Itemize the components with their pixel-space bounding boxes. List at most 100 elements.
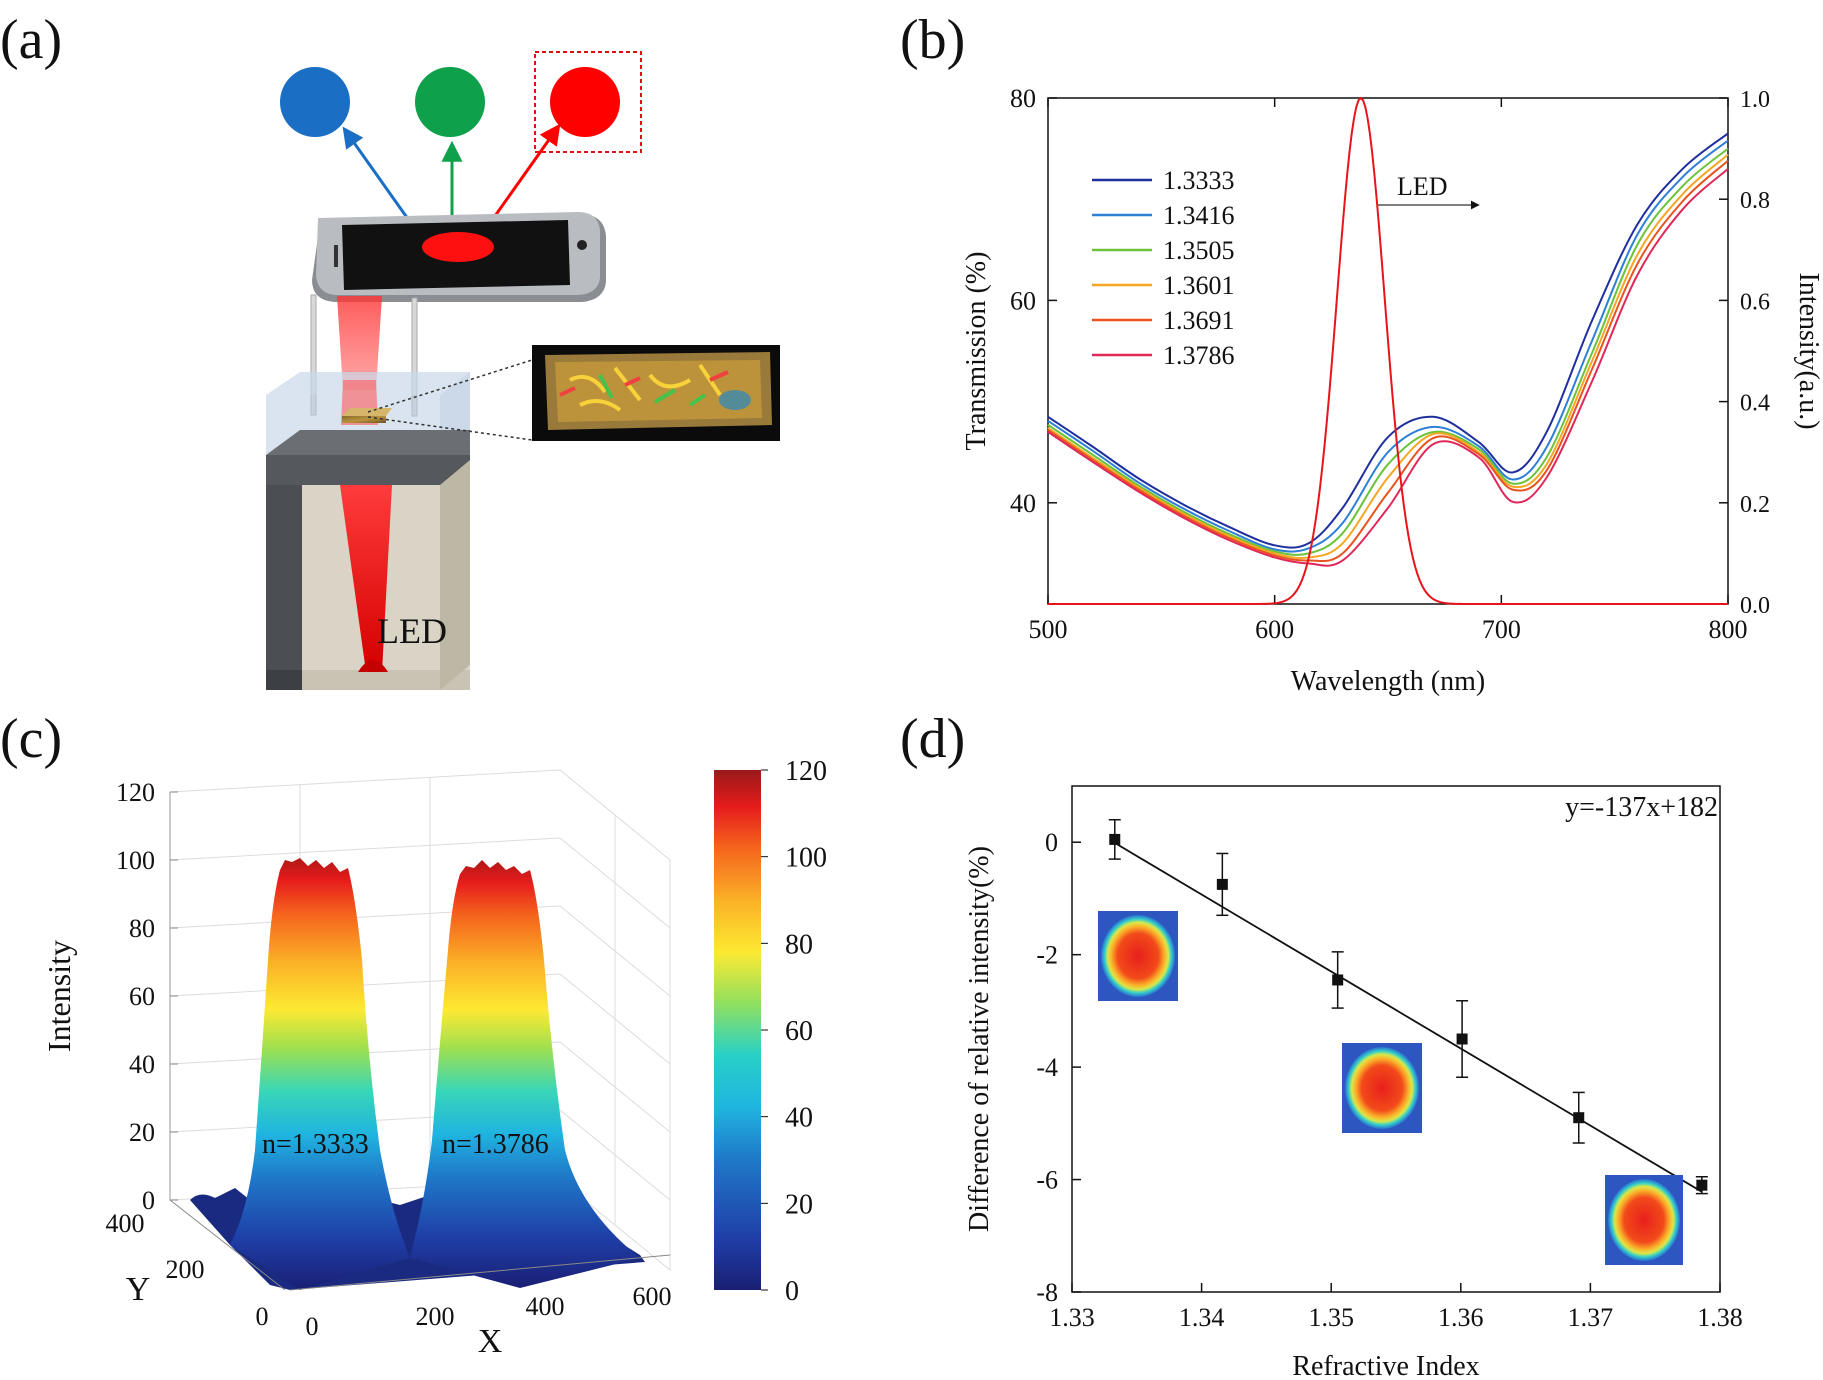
peak-label-1: n=1.3333 — [262, 1129, 369, 1160]
panel-b: (b) 500 600 700 800 40 60 80 0.0 0.2 0.4 0.6 0.8 1.0… — [900, 9, 1823, 697]
x-tick-label: 500 — [1029, 615, 1068, 644]
y2-tick-label: 0.8 — [1740, 188, 1770, 214]
colorbar — [714, 770, 761, 1290]
colorbar-tick-label: 20 — [785, 1189, 813, 1220]
series-line-1.3505 — [1047, 147, 1729, 556]
x-tick-label: 0 — [306, 1312, 319, 1341]
linear-fit-line — [1114, 842, 1703, 1193]
series-line-1.3786 — [1047, 168, 1729, 567]
colorbar-tick-label: 0 — [785, 1276, 799, 1307]
x-tick-label: 600 — [633, 1282, 672, 1311]
y2-tick-label: 0.2 — [1740, 492, 1770, 518]
legend-label: 1.3786 — [1163, 341, 1235, 370]
y-tick-label: -4 — [1036, 1053, 1058, 1082]
x-tick-label: 400 — [526, 1292, 565, 1321]
series-lines — [1047, 96, 1729, 605]
x-tick-label: 700 — [1482, 615, 1521, 644]
equation-label: y=-137x+182 — [1565, 792, 1718, 823]
red-circle — [550, 67, 620, 137]
panel-c-label: (c) — [0, 708, 62, 770]
colorbar-tick-label: 40 — [785, 1103, 813, 1134]
intensity-peak-2 — [410, 860, 640, 1288]
zoom-line — [367, 359, 533, 413]
z-tick-label: 0 — [142, 1186, 155, 1215]
data-point-3 — [1332, 974, 1344, 986]
x-tick-label: 1.37 — [1568, 1303, 1614, 1332]
y2-tick-label: 0.0 — [1740, 593, 1770, 619]
data-points — [1108, 818, 1708, 1195]
data-point-6 — [1696, 1179, 1708, 1191]
led-icon — [358, 660, 388, 672]
x-tick-label: 1.36 — [1438, 1303, 1484, 1332]
x-tick-label: 1.38 — [1697, 1303, 1743, 1332]
z-tick-label: 100 — [116, 846, 155, 875]
housing — [266, 485, 302, 670]
x-tick-label: 1.35 — [1308, 1303, 1354, 1332]
legend-label: 1.3601 — [1163, 271, 1235, 300]
plot-frame — [1047, 97, 1729, 605]
z-tick-label: 120 — [116, 778, 155, 807]
sample-photo — [532, 345, 780, 441]
y2-tick-label: 0.4 — [1740, 391, 1770, 417]
surface-grid — [169, 769, 671, 1272]
x-tick-label: 600 — [1255, 615, 1294, 644]
colorbar-tick-label: 80 — [785, 929, 813, 960]
y-tick-label: 200 — [166, 1255, 205, 1284]
zoom-line — [367, 416, 533, 441]
data-point-2 — [1216, 878, 1228, 890]
axis-ticks: 1.33 1.34 1.35 1.36 1.37 1.38 0 -2 -4 -6 -8 — [1036, 828, 1742, 1332]
y-axis-label: Transmission (%) — [961, 252, 992, 451]
led-label: LED — [377, 611, 447, 651]
plot-frame — [1071, 785, 1721, 1293]
y-tick-label: 80 — [1010, 84, 1036, 113]
z-tick-label: 60 — [129, 982, 155, 1011]
x-tick-label: 1.33 — [1049, 1303, 1095, 1332]
z-axis-label: Intensity — [41, 940, 77, 1052]
light-beam-up — [337, 296, 382, 390]
z-tick-label: 40 — [129, 1050, 155, 1079]
fit-line — [1114, 842, 1703, 1193]
y-tick-label: 0 — [256, 1302, 269, 1331]
colorbar-tick-label: 120 — [785, 756, 827, 787]
panel-a: (a) — [0, 9, 780, 690]
colorbar-ticks: 0 20 40 60 80 100 120 — [761, 756, 827, 1307]
smartphone-icon — [312, 212, 606, 302]
y-tick-label: -2 — [1036, 941, 1058, 970]
y-tick-label: 60 — [1010, 286, 1036, 315]
x-tick-label: 1.34 — [1179, 1303, 1225, 1332]
led-spectrum-line — [1048, 96, 1728, 605]
y-axis-line — [169, 1199, 286, 1291]
z-tick-label: 20 — [129, 1118, 155, 1147]
panel-b-label: (b) — [900, 9, 965, 71]
blue-circle — [280, 67, 350, 137]
y2-tick-label: 0.6 — [1740, 289, 1770, 315]
panel-d-label: (d) — [900, 708, 965, 770]
peak-label-2: n=1.3786 — [442, 1129, 549, 1160]
y2-axis-label: Intensity(a.u.) — [1793, 272, 1823, 429]
data-point-5 — [1573, 1112, 1585, 1124]
colorbar-tick-label: 100 — [785, 843, 827, 874]
panel-a-label: (a) — [0, 9, 62, 71]
legend-label: 1.3505 — [1163, 236, 1235, 265]
y-tick-label: 0 — [1045, 828, 1058, 857]
x-axis-label: Wavelength (nm) — [1291, 666, 1485, 697]
legend-label: 1.3691 — [1163, 306, 1235, 335]
x-axis-label: X — [478, 1323, 503, 1360]
spot-image-2 — [1342, 1043, 1422, 1133]
data-point-4 — [1456, 1033, 1468, 1045]
colorbar-tick-label: 60 — [785, 1016, 813, 1047]
x-tick-label: 800 — [1709, 615, 1748, 644]
x-axis-line — [289, 1254, 671, 1291]
selection-box — [534, 51, 642, 153]
series-line-1.3691 — [1047, 159, 1729, 563]
series-line-1.3601 — [1047, 153, 1729, 560]
legend-label: 1.3333 — [1163, 166, 1235, 195]
y-tick-label: 400 — [106, 1209, 145, 1238]
y-axis-label: Y — [126, 1271, 151, 1308]
light-beam-down — [340, 485, 392, 672]
spot-image-1 — [1098, 911, 1178, 1001]
x-tick-label: 200 — [416, 1302, 455, 1331]
z-tick-label: 80 — [129, 914, 155, 943]
